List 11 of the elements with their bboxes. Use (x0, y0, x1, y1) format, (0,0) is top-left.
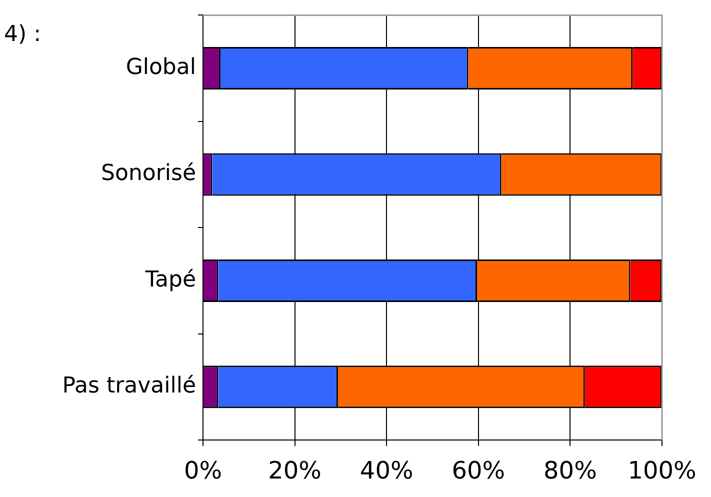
y-tick-label: Global (126, 55, 196, 80)
x-tick-label: 40% (360, 456, 414, 485)
x-tick-label: 60% (452, 456, 506, 485)
x-tick-label: 20% (268, 456, 322, 485)
text: 4) : (4, 22, 41, 47)
x-tick-label: 80% (544, 456, 597, 485)
x-tick-label: 100% (628, 456, 696, 485)
y-tick-label: Sonorisé (101, 161, 196, 186)
y-tick-label: Pas travaillé (62, 374, 196, 399)
y-tick-label: Tapé (144, 267, 196, 292)
x-tick-label: 0% (184, 456, 222, 485)
